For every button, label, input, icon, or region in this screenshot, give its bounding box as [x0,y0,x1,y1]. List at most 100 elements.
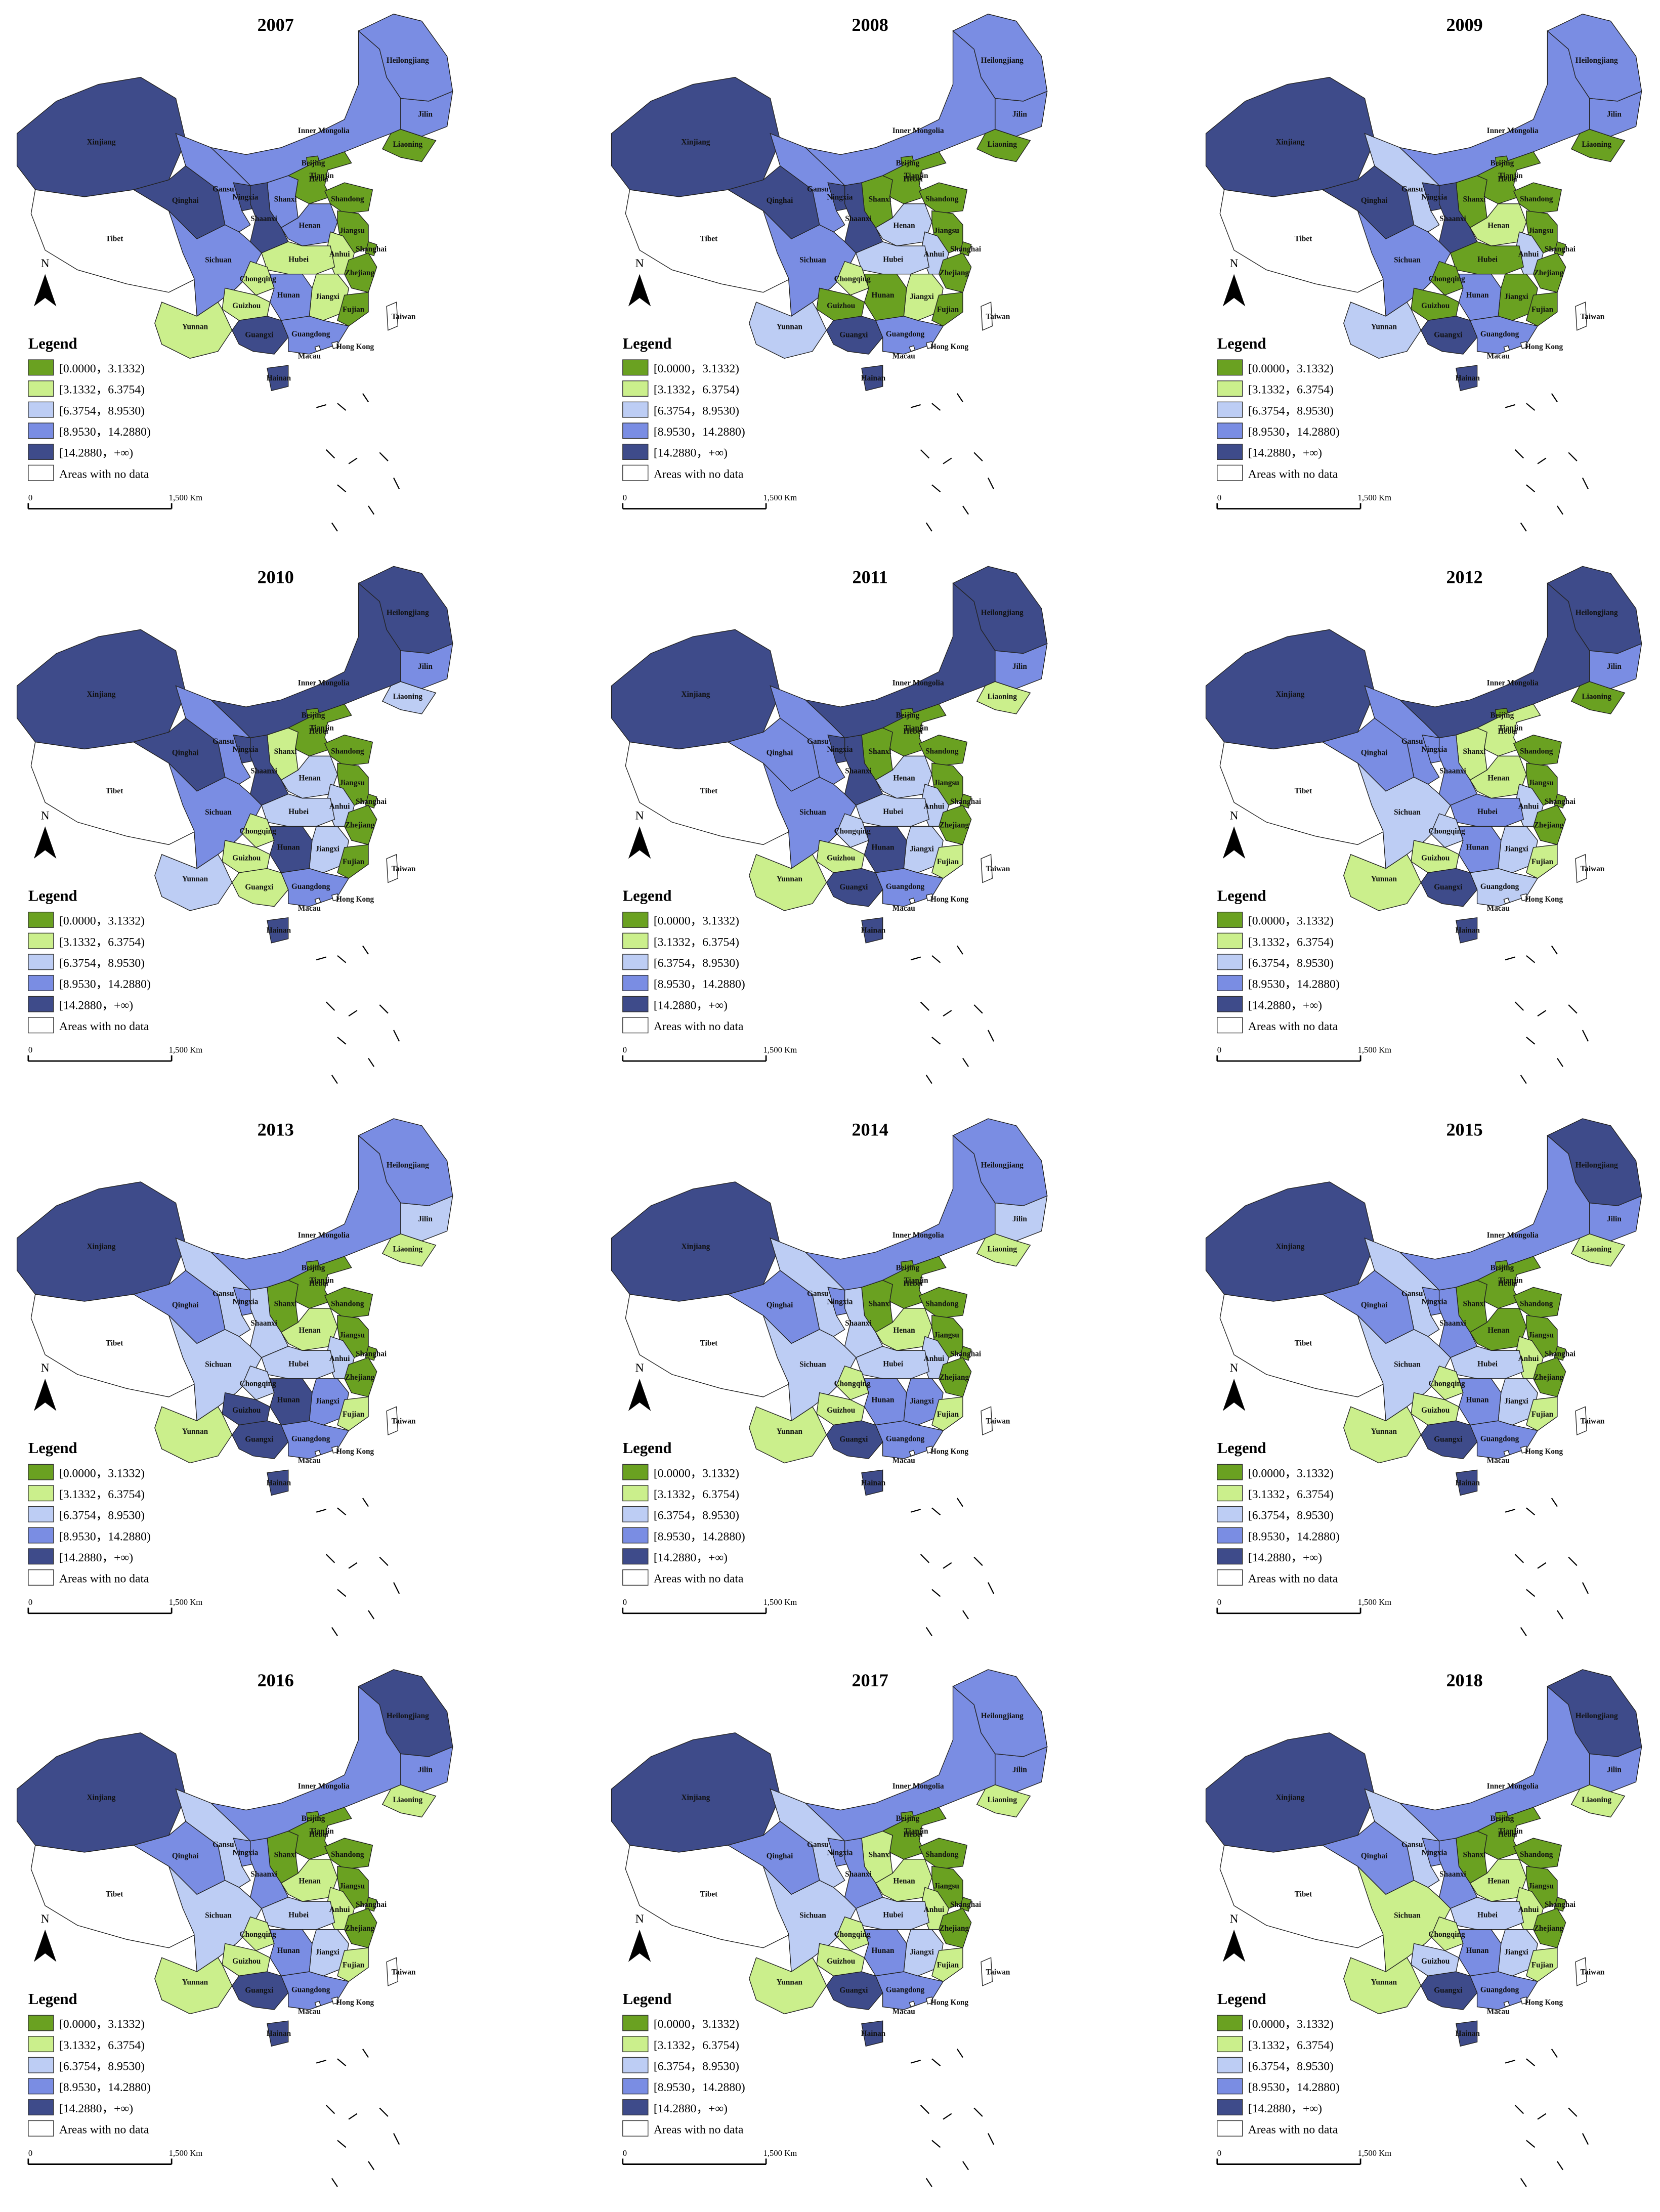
province [1498,826,1538,873]
province-label: Qinghai [172,748,199,757]
province-label: Taiwan [392,1417,416,1426]
island-mark [943,1562,952,1569]
legend-label: [8.9530，14.2880) [59,2081,151,2094]
province-label: Hubei [1477,1910,1498,1919]
province-label: Hebei [309,1830,329,1839]
province-label: Hubei [288,1360,309,1369]
province-label: Hebei [309,1280,329,1288]
island-mark [1526,2058,1536,2066]
province-label: Hainan [861,374,886,382]
legend-swatch [1217,2078,1243,2095]
island-mark [931,2058,941,2066]
province-label: Taiwan [1580,313,1604,321]
province-label: Hainan [1456,1478,1480,1487]
province [625,1294,792,1397]
province [611,1732,781,1853]
province-label: Guizhou [1421,1406,1450,1415]
province [1520,1996,1528,2005]
province-label: Hainan [861,926,886,935]
province-label: Henan [893,1877,915,1886]
legend-swatch [622,974,649,991]
island-mark [337,1037,347,1045]
legend-swatch [1217,2120,1243,2137]
province [1205,629,1375,750]
island-mark [1526,1037,1536,1045]
province [856,1346,930,1379]
legend-label: [8.9530，14.2880) [1248,2081,1340,2094]
province [30,189,197,293]
island-mark [962,505,969,515]
province [836,1366,869,1400]
province-label: Shandong [331,1850,364,1859]
island-mark [1526,403,1536,411]
province-label: Anhui [329,1905,350,1914]
province-label: Fujian [937,306,959,314]
province-label: Guangdong [886,1434,925,1443]
map-panel: 2016 Xinjiang Tibet Qinghai Gansu Inner Mongo… [16,1669,453,2187]
province [314,345,321,352]
province-label: Jilin [1012,1215,1027,1223]
north-label: N [1230,257,1239,270]
island-mark [1505,1509,1515,1513]
province-label: Chongqing [240,827,276,836]
legend-label: [0.0000，3.1332) [654,362,739,375]
legend-swatch [28,954,54,970]
north-label: N [41,1362,50,1375]
province [611,1181,781,1302]
province [1219,741,1386,845]
province-label: Ningxia [233,1848,259,1857]
province-label: Hubei [883,1910,904,1919]
legend-label: [8.9530，14.2880) [654,978,745,991]
province [903,1929,944,1977]
province-label: Shanghai [1545,1900,1576,1909]
province [611,77,781,197]
province-label: Hong Kong [336,895,374,904]
legend-swatch [622,996,649,1012]
island-mark [943,2113,952,2120]
legend-label: [0.0000，3.1332) [59,915,145,928]
legend-swatch [622,2120,649,2137]
island-mark [943,1010,952,1017]
province-label: Tibet [1295,1890,1312,1899]
scale-label: 0 [623,2148,627,2158]
province-label: Taiwan [986,1417,1010,1426]
legend-label: [8.9530，14.2880) [654,2081,745,2094]
legend-swatch [1217,1506,1243,1522]
island-mark [931,1589,941,1597]
province-label: Shanghai [356,1349,387,1358]
map-title: 2018 [1446,1670,1483,1690]
province [16,77,186,197]
province-label: Jilin [418,1215,433,1223]
north-arrow [628,1378,651,1411]
province [16,629,186,750]
province-label: Hong Kong [930,1998,968,2007]
island-mark [1505,2059,1515,2064]
island-mark [920,449,930,459]
province [611,629,781,750]
legend-label: [14.2880，+∞) [59,2102,133,2115]
province-label: Gansu [1401,1290,1423,1298]
province-label: Beijing [1491,1263,1514,1272]
north-label: N [41,257,50,270]
province-label: Jilin [1607,662,1622,671]
province-label: Beijing [302,1814,325,1823]
province-label: Tianjin [1499,1276,1523,1285]
island-mark [931,955,941,963]
legend-label: [8.9530，14.2880) [654,1530,745,1543]
province-label: Zhejiang [345,1924,375,1933]
province-label: Xinjiang [1276,690,1305,699]
province [981,302,993,331]
province-label: Hebei [1498,1830,1518,1839]
island-mark [1526,1507,1536,1516]
province-label: Jiangsu [339,1882,365,1890]
province-label: Liaoning [987,140,1017,149]
province [1456,1469,1478,1496]
legend-swatch [28,932,54,949]
province-label: Gansu [212,1290,234,1298]
scale-label: 1,500 Km [763,1597,797,1607]
legend-label: [8.9530，14.2880) [1248,1530,1340,1543]
province-label: Fujian [1531,858,1554,866]
north-arrow [33,274,57,307]
province [1570,129,1626,162]
legend-title: Legend [623,1990,672,2008]
